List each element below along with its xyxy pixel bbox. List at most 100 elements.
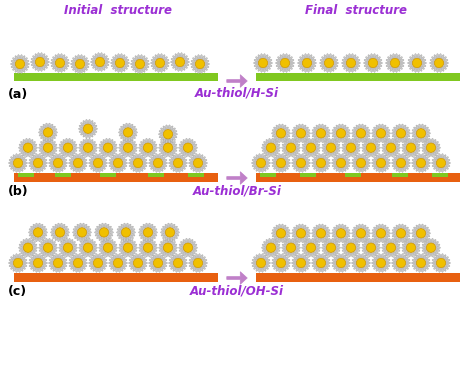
Ellipse shape (328, 239, 331, 243)
Ellipse shape (413, 139, 416, 144)
Ellipse shape (123, 264, 127, 267)
Ellipse shape (63, 252, 66, 256)
Ellipse shape (314, 257, 317, 260)
Ellipse shape (269, 152, 271, 157)
Ellipse shape (374, 166, 377, 169)
Ellipse shape (16, 254, 18, 258)
Ellipse shape (13, 255, 16, 259)
Ellipse shape (375, 67, 378, 71)
Ellipse shape (21, 151, 24, 154)
Ellipse shape (133, 131, 137, 133)
Ellipse shape (356, 155, 359, 159)
Ellipse shape (395, 68, 397, 72)
Ellipse shape (436, 149, 440, 151)
Ellipse shape (53, 167, 56, 171)
Ellipse shape (162, 257, 165, 260)
Ellipse shape (415, 242, 419, 245)
Ellipse shape (365, 259, 370, 262)
Ellipse shape (281, 138, 283, 142)
Ellipse shape (426, 130, 430, 132)
Ellipse shape (355, 151, 358, 154)
Ellipse shape (113, 255, 116, 259)
Circle shape (266, 243, 276, 252)
Ellipse shape (400, 59, 404, 62)
Ellipse shape (391, 239, 393, 243)
Ellipse shape (413, 152, 416, 156)
Ellipse shape (123, 159, 127, 162)
Ellipse shape (401, 147, 406, 149)
Ellipse shape (92, 249, 97, 251)
Ellipse shape (362, 249, 366, 251)
Ellipse shape (276, 225, 279, 229)
Ellipse shape (306, 162, 310, 164)
Ellipse shape (118, 268, 120, 272)
Ellipse shape (202, 56, 205, 60)
Circle shape (316, 229, 326, 238)
Ellipse shape (331, 152, 333, 157)
Ellipse shape (425, 227, 428, 230)
Ellipse shape (164, 66, 167, 69)
Ellipse shape (170, 223, 173, 227)
Ellipse shape (140, 255, 143, 259)
Ellipse shape (386, 264, 390, 267)
Ellipse shape (437, 54, 439, 58)
Ellipse shape (89, 259, 93, 262)
Circle shape (258, 58, 268, 68)
Ellipse shape (146, 138, 148, 143)
Ellipse shape (443, 267, 446, 271)
Ellipse shape (352, 230, 356, 232)
Ellipse shape (362, 149, 366, 151)
Ellipse shape (122, 67, 125, 71)
Ellipse shape (359, 138, 361, 142)
Ellipse shape (98, 67, 100, 71)
Ellipse shape (9, 164, 13, 166)
Ellipse shape (416, 267, 419, 271)
Ellipse shape (428, 152, 431, 157)
Ellipse shape (331, 67, 334, 71)
Ellipse shape (178, 254, 180, 258)
Circle shape (93, 158, 103, 168)
Ellipse shape (412, 67, 415, 71)
Ellipse shape (39, 129, 44, 131)
Ellipse shape (300, 66, 303, 69)
Ellipse shape (349, 152, 351, 157)
Ellipse shape (285, 68, 287, 72)
Ellipse shape (85, 60, 89, 63)
Ellipse shape (51, 62, 55, 64)
Ellipse shape (414, 127, 417, 130)
Ellipse shape (158, 168, 160, 172)
Ellipse shape (283, 125, 286, 129)
Ellipse shape (301, 124, 303, 128)
Ellipse shape (406, 259, 410, 262)
Ellipse shape (43, 259, 47, 262)
Ellipse shape (273, 127, 277, 130)
Circle shape (193, 158, 203, 168)
Ellipse shape (30, 61, 35, 63)
Ellipse shape (341, 268, 343, 272)
Ellipse shape (43, 159, 47, 162)
Ellipse shape (299, 138, 301, 142)
Ellipse shape (314, 166, 317, 169)
Ellipse shape (390, 67, 393, 71)
Ellipse shape (433, 252, 436, 256)
Ellipse shape (296, 225, 299, 229)
Ellipse shape (319, 168, 321, 172)
Ellipse shape (375, 144, 380, 146)
Ellipse shape (28, 162, 33, 164)
Ellipse shape (124, 66, 128, 69)
Ellipse shape (346, 132, 350, 134)
Ellipse shape (373, 252, 376, 256)
Ellipse shape (365, 136, 368, 139)
Ellipse shape (128, 237, 131, 241)
Ellipse shape (110, 139, 113, 144)
Ellipse shape (395, 151, 398, 154)
Ellipse shape (183, 262, 187, 264)
Ellipse shape (346, 164, 350, 166)
Ellipse shape (70, 152, 73, 156)
Ellipse shape (164, 59, 169, 62)
Ellipse shape (82, 166, 85, 169)
Ellipse shape (372, 162, 376, 164)
Ellipse shape (282, 249, 286, 251)
Ellipse shape (274, 151, 278, 154)
Ellipse shape (323, 225, 326, 229)
